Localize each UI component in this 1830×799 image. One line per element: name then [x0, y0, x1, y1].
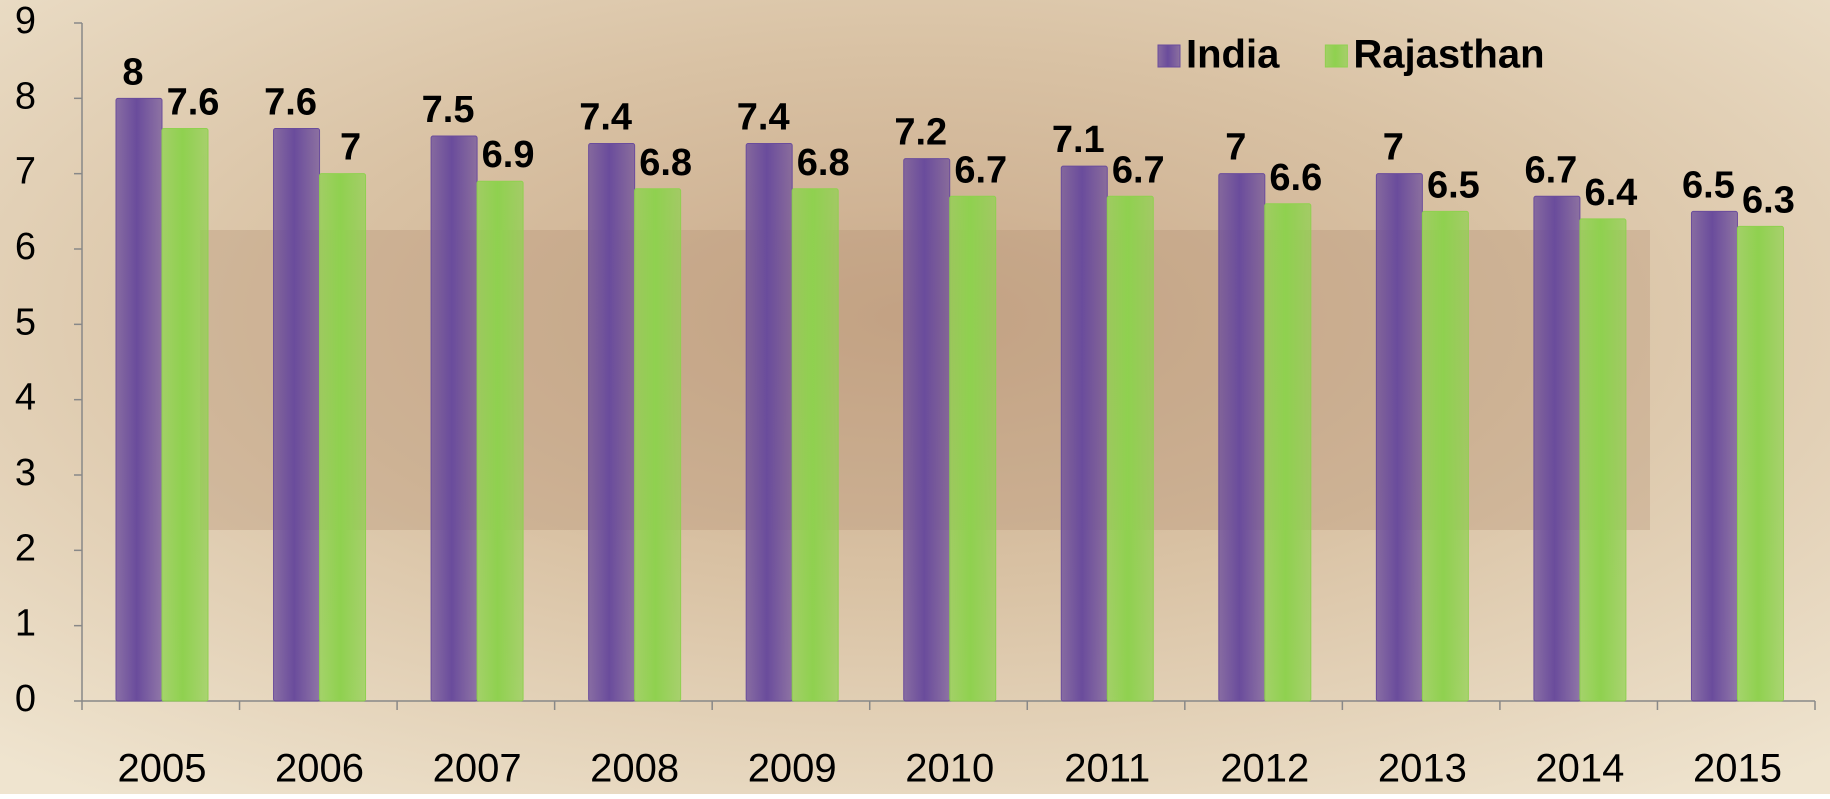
data-label: 7.6 — [167, 81, 220, 123]
x-tick-label: 2011 — [1064, 747, 1150, 791]
data-label: 6.7 — [1112, 149, 1165, 191]
y-tick-label: 1 — [15, 603, 36, 645]
bar — [1218, 173, 1266, 702]
data-label: 7 — [1225, 127, 1246, 169]
bar — [1421, 210, 1469, 702]
bar — [745, 143, 793, 702]
data-label: 6.7 — [1524, 149, 1577, 191]
bar — [319, 173, 367, 702]
y-tick-label: 8 — [15, 75, 36, 117]
bar — [634, 188, 682, 702]
data-label: 7.2 — [894, 112, 947, 154]
data-label: 7 — [340, 127, 361, 169]
data-label: 8 — [122, 51, 143, 93]
bar — [1375, 173, 1423, 702]
bar — [476, 180, 524, 702]
y-tick-label: 2 — [15, 527, 36, 569]
legend-swatch — [1324, 44, 1348, 68]
legend-label: India — [1186, 33, 1280, 77]
bar — [588, 143, 636, 702]
data-label: 6.6 — [1269, 157, 1322, 199]
bar — [161, 127, 209, 702]
bar — [903, 158, 951, 702]
data-label: 7.4 — [737, 97, 790, 139]
bar — [115, 97, 163, 702]
x-tick-label: 2005 — [118, 747, 207, 791]
y-tick-label: 5 — [15, 301, 36, 343]
bar — [791, 188, 839, 702]
data-label: 6.3 — [1742, 179, 1795, 221]
data-label: 7.4 — [579, 97, 632, 139]
legend-swatch — [1157, 44, 1181, 68]
bar — [1060, 165, 1108, 702]
bar — [1106, 195, 1154, 702]
bar — [1264, 203, 1312, 702]
x-tick-label: 2013 — [1378, 747, 1467, 791]
bar — [430, 135, 478, 702]
x-tick-label: 2010 — [905, 747, 994, 791]
data-label: 6.4 — [1584, 172, 1637, 214]
data-label: 6.8 — [797, 142, 850, 184]
y-tick-label: 6 — [15, 226, 36, 268]
bar — [273, 127, 321, 702]
x-tick-label: 2014 — [1535, 747, 1624, 791]
data-label: 7.1 — [1052, 119, 1105, 161]
x-tick-label: 2009 — [748, 747, 837, 791]
data-label: 6.5 — [1682, 164, 1735, 206]
data-label: 7 — [1383, 127, 1404, 169]
y-tick-label: 9 — [15, 0, 36, 42]
legend-label: Rajasthan — [1353, 33, 1544, 77]
data-label: 7.5 — [422, 89, 475, 131]
y-tick-label: 0 — [15, 678, 36, 720]
y-tick-label: 4 — [15, 377, 36, 419]
x-tick-label: 2012 — [1220, 747, 1309, 791]
bar — [1533, 195, 1581, 702]
x-tick-label: 2015 — [1693, 747, 1782, 791]
y-tick-label: 3 — [15, 452, 36, 494]
x-tick-label: 2007 — [433, 747, 522, 791]
bar — [1736, 225, 1784, 702]
bar — [1579, 218, 1627, 702]
data-label: 6.8 — [639, 142, 692, 184]
bar — [1690, 210, 1738, 702]
data-label: 6.5 — [1427, 164, 1480, 206]
x-tick-label: 2008 — [590, 747, 679, 791]
x-tick-label: 2006 — [275, 747, 364, 791]
data-label: 6.9 — [482, 134, 535, 176]
data-label: 7.6 — [264, 81, 317, 123]
bar — [949, 195, 997, 702]
data-label: 6.7 — [954, 149, 1007, 191]
y-tick-label: 7 — [15, 151, 36, 193]
